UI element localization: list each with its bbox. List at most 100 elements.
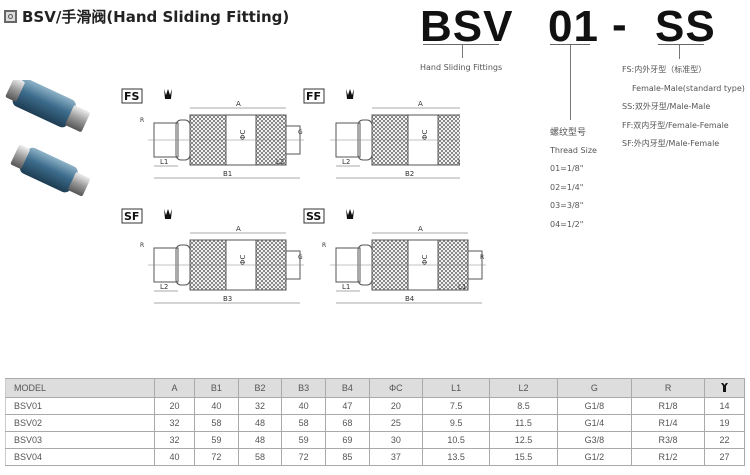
code-series: BSV (420, 2, 514, 51)
table-row: BSV04 40 72 58 72 85 37 13.5 15.5 G1/2 R1/2 27 (4, 448, 746, 466)
table-cell: G1/4 (556, 414, 633, 432)
table-cell: 59 (194, 431, 239, 449)
wrench-icon (703, 378, 746, 398)
table-cell: 40 (154, 448, 196, 466)
table-cell: 58 (194, 414, 239, 432)
table-cell: 14 (703, 397, 746, 415)
table-cell: 7.5 (422, 397, 491, 415)
diagram-tag-box (121, 88, 143, 104)
wrench-icon (164, 89, 172, 99)
table-cell: 19 (703, 414, 746, 432)
col-header: B3 (281, 378, 326, 398)
table-cell: 72 (194, 448, 239, 466)
dim-l2: L2 (276, 158, 284, 166)
label-r: R (140, 117, 144, 124)
dim-b: B1 (223, 170, 232, 178)
table-cell: 48 (237, 431, 283, 449)
dim-l1: L2 (160, 283, 168, 291)
type-list: FS:内外牙型（标准型） Female-Male(standard type) SS… (622, 61, 745, 154)
table-cell: 20 (368, 397, 424, 415)
table-cell: 8.5 (489, 397, 558, 415)
type-option: FF:双内牙型/Female-Female (622, 120, 729, 130)
dim-c: ΦC (239, 254, 247, 265)
table-cell: 58 (281, 414, 326, 432)
diagram-tag: SF (124, 210, 139, 223)
dim-c: ΦC (421, 254, 429, 265)
dim-l2: L1 (458, 283, 466, 291)
leader-line (462, 45, 463, 58)
col-header: L1 (422, 378, 491, 398)
type-option: SF:外内牙型/Male-Female (622, 139, 720, 148)
table-cell: 48 (237, 414, 283, 432)
table-cell: 10.5 (422, 431, 491, 449)
table-cell: R1/8 (631, 397, 705, 415)
table-cell: G1/8 (556, 397, 633, 415)
dim-a: A (418, 225, 423, 233)
table-row: BSV01 20 40 32 40 47 20 7.5 8.5 G1/8 R1/8 14 (4, 397, 746, 415)
table-cell: 30 (368, 431, 424, 449)
label-r: R (322, 242, 326, 249)
table-cell: 72 (281, 448, 326, 466)
table-cell: 9.5 (422, 414, 491, 432)
col-header: R (631, 378, 705, 398)
code-size: 01 (548, 2, 599, 51)
dim-l1: L2 (342, 158, 350, 166)
label-g: G (298, 129, 303, 136)
table-cell: 37 (368, 448, 424, 466)
diagram-sf: SF A B3 L2 ΦC R G (121, 208, 304, 304)
thread-option: 01=1/8" (550, 164, 584, 173)
col-header: A (154, 378, 196, 398)
wrench-icon (346, 209, 354, 219)
leader-line (679, 45, 680, 59)
table-cell: 40 (281, 397, 326, 415)
table-cell: 12.5 (489, 431, 558, 449)
table-row: BSV03 32 59 48 59 69 30 10.5 12.5 G3/8 R3/8 22 (4, 431, 746, 449)
thread-option: 03=3/8" (550, 201, 584, 210)
table-cell: 69 (325, 431, 370, 449)
thread-cn: 螺纹型号 (550, 128, 587, 138)
thread-option: 02=1/4" (550, 182, 584, 192)
label-g: G (298, 254, 303, 261)
dim-c: ΦC (421, 129, 429, 140)
wrench-icon (164, 209, 172, 219)
table-cell: 68 (325, 414, 370, 432)
table-row: BSV02 32 58 48 58 68 25 9.5 11.5 G1/4 R1/4 19 (4, 414, 746, 432)
table-cell: 15.5 (489, 448, 558, 466)
title-text: BSV/手滑阀(Hand Sliding Fitting) (22, 8, 290, 26)
label-g: R (480, 254, 484, 261)
diagram-tag: SS (306, 210, 321, 223)
table-cell: 11.5 (489, 414, 558, 432)
underline (658, 44, 704, 45)
dim-l2: L2 (458, 158, 460, 166)
diagram-tag-box (303, 88, 325, 104)
diagram-ss: SS A B4 L1 L1 ΦC R R (303, 208, 486, 304)
dim-c: ΦC (239, 129, 247, 140)
diagram-tag-box (121, 208, 143, 224)
dim-b: B3 (223, 295, 232, 303)
thread-en: Thread Size (550, 146, 597, 155)
table-cell: 40 (194, 397, 239, 415)
table-cell: 13.5 (422, 448, 491, 466)
dim-b: B2 (405, 170, 414, 178)
table-cell: 20 (154, 397, 196, 415)
diagram-tag-box (303, 208, 325, 224)
col-header: B1 (194, 378, 239, 398)
wrench-icon (346, 89, 354, 99)
table-cell: 22 (703, 431, 746, 449)
table-cell: BSV02 (4, 414, 156, 432)
table-cell: 32 (154, 431, 196, 449)
table-cell: G3/8 (556, 431, 633, 449)
col-header: L2 (489, 378, 558, 398)
fitting-photo (5, 80, 90, 197)
type-option: FS:内外牙型（标准型） (622, 65, 707, 74)
type-option: Female-Male(standard type) (632, 83, 745, 93)
dim-l1: L1 (160, 158, 168, 166)
square-target-icon (4, 10, 17, 23)
table-cell: 32 (154, 414, 196, 432)
table-cell: 27 (703, 448, 746, 466)
dim-a: A (236, 100, 241, 108)
table-cell: 25 (368, 414, 424, 432)
diagram-fs: FS A B1 L1 L2 ΦC R G (121, 88, 304, 179)
table-cell: R1/4 (631, 414, 705, 432)
table-cell: 47 (325, 397, 370, 415)
